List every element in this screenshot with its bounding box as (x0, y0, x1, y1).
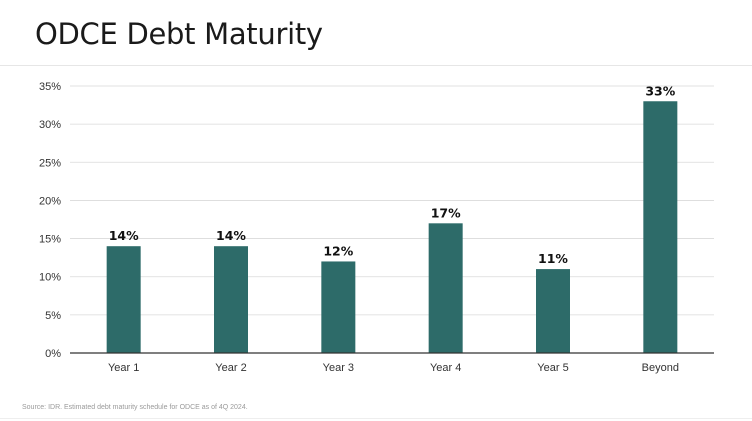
x-tick-label: Year 5 (537, 362, 568, 374)
x-tick-label: Year 3 (323, 362, 354, 374)
bar (321, 261, 356, 353)
x-tick-label: Year 2 (215, 362, 246, 374)
x-tick-label: Year 4 (430, 362, 461, 374)
bar-value-label: 11% (538, 251, 568, 266)
bar (643, 101, 678, 353)
bar-value-label: 33% (645, 83, 675, 98)
title-divider (0, 65, 752, 66)
bars (106, 101, 678, 353)
x-tick-label: Year 1 (108, 362, 139, 374)
y-tick-label: 25% (39, 157, 61, 169)
bar (536, 269, 570, 353)
y-tick-label: 5% (45, 310, 61, 322)
bar-value-label: 12% (323, 243, 353, 258)
bar (428, 223, 463, 353)
y-tick-label: 10% (39, 272, 61, 284)
footer-divider (0, 418, 752, 419)
bar-value-label: 17% (431, 205, 461, 220)
y-tick-label: 20% (39, 195, 61, 207)
x-tick-label: Beyond (642, 362, 679, 374)
y-tick-label: 15% (39, 234, 61, 246)
source-note: Source: IDR. Estimated debt maturity sch… (22, 404, 248, 411)
bar-value-label: 14% (109, 228, 139, 243)
bar (214, 246, 248, 353)
bar-value-label: 14% (216, 228, 246, 243)
bar (106, 246, 141, 353)
gridlines (70, 85, 714, 316)
page-title: ODCE Debt Maturity (35, 17, 323, 51)
labels: 0% 5% 10% 15% 20% 25% 30% 35% 14% Year 1 14% Year 2… (39, 81, 679, 374)
y-tick-label: 30% (39, 119, 61, 131)
y-tick-label: 35% (39, 81, 61, 93)
y-tick-label: 0% (45, 348, 61, 360)
